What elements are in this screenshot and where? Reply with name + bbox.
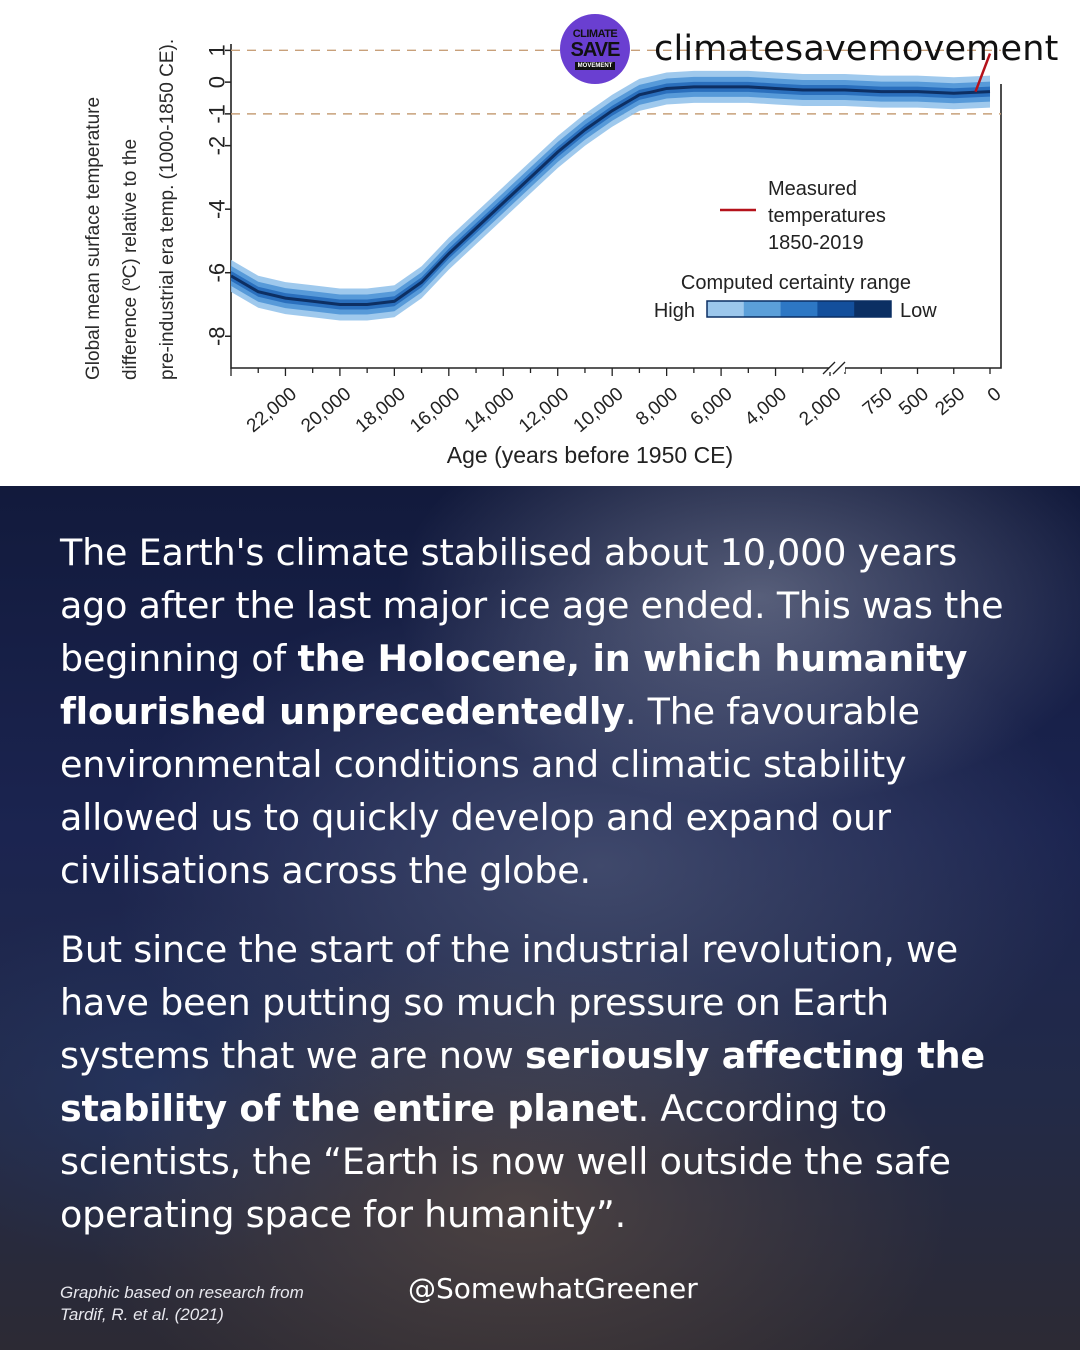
legend-range-title: Computed certainty range <box>681 272 911 294</box>
chart-canvas: 1 0 -1 -2 -4 -6 -8 22,00020,00018,00016,00014,0… <box>205 44 1006 468</box>
legend-range-swatch <box>743 301 782 317</box>
temperature-chart: 1 0 -1 -2 -4 -6 -8 22,000 20,000 18,000 16,000 14,0… <box>0 0 1080 486</box>
x-tick-label: 20,000 <box>297 384 355 437</box>
credit-line: Graphic based on research from <box>60 1283 304 1302</box>
x-axis-title: Age (years before 1950 CE) <box>447 442 733 468</box>
legend-measured-label: temperatures <box>768 205 886 227</box>
source-credit: Graphic based on research from Tardif, R… <box>60 1282 304 1326</box>
x-tick-label: 2,000 <box>796 384 846 431</box>
paragraph-holocene: The Earth's climate stabilised about 10,… <box>60 526 1030 897</box>
y-tick-label: -8 <box>205 326 230 346</box>
y-tick-label: -2 <box>205 136 230 156</box>
measured-temperature-line <box>974 53 992 93</box>
legend-range-low: Low <box>900 300 937 322</box>
brand-logo-text: SAVE <box>570 38 621 61</box>
legend-range-swatch <box>817 301 855 317</box>
reconstruction-line <box>230 85 991 306</box>
paragraph-text: . The favourable environmental condition… <box>60 690 920 892</box>
x-tick-label: 4,000 <box>741 384 791 431</box>
brand-logo-text: MOVEMENT <box>574 61 616 70</box>
legend-measured-label: Measured <box>768 178 857 200</box>
brand-logo-text: CLIMATE <box>572 27 618 40</box>
x-tick-label: 22,000 <box>243 384 301 437</box>
y-tick-label: -1 <box>205 104 230 124</box>
y-axis-title-line: Global mean surface temperature <box>83 96 104 380</box>
paragraph-emphasis: the Holocene, in which humanity flourish… <box>60 637 968 733</box>
credit-line: Tardif, R. et al. (2021) <box>60 1305 224 1324</box>
y-tick-label: 0 <box>205 76 230 88</box>
paragraph-text: But since the start of the industrial re… <box>60 928 958 1077</box>
legend-range-frame <box>706 300 892 318</box>
earth-background-panel: The Earth's climate stabilised about 10,… <box>0 486 1080 1350</box>
x-tick-label: 750 <box>859 384 897 420</box>
axis-break-mark <box>822 361 836 375</box>
y-tick-label: -4 <box>205 199 230 219</box>
x-tick-label: 250 <box>931 384 969 420</box>
legend-range-swatch <box>707 301 745 317</box>
y-axis-title-line: difference (ºC) relative to the <box>120 138 141 380</box>
paragraph-industrial: But since the start of the industrial re… <box>60 923 1030 1241</box>
paragraph-emphasis: seriously affecting the stability of the… <box>60 1034 985 1130</box>
axis-break-gap <box>829 364 845 372</box>
y-axis-title: Global mean surface temperature differen… <box>75 38 186 380</box>
x-tick-label: 6,000 <box>687 384 737 431</box>
x-tick-label: 12,000 <box>515 384 573 437</box>
plot-frame <box>230 44 1002 369</box>
account-name[interactable]: climatesavemovement <box>654 29 1059 69</box>
author-handle[interactable]: @SomewhatGreener <box>408 1272 698 1305</box>
legend-measured-label: 1850-2019 <box>768 232 864 254</box>
axis-break-mark <box>832 361 846 375</box>
x-tick-label: 16,000 <box>406 384 464 437</box>
x-tick-label: 18,000 <box>352 384 410 437</box>
account-header[interactable]: CLIMATE SAVE MOVEMENT climatesavemovemen… <box>560 14 1059 84</box>
paragraph-text: . According to scientists, the “Earth is… <box>60 1087 951 1236</box>
brand-logo[interactable]: CLIMATE SAVE MOVEMENT <box>560 14 630 84</box>
x-tick-label: 0 <box>984 384 1006 407</box>
paragraph-text: The Earth's climate stabilised about 10,… <box>60 531 1004 680</box>
y-tick-label: -6 <box>205 263 230 283</box>
y-tick-label: 1 <box>205 44 230 56</box>
x-tick-label: 14,000 <box>461 384 519 437</box>
y-axis-title-line: pre-industrial era temp. (1000-1850 CE). <box>157 38 178 380</box>
x-tick-label: 500 <box>895 384 933 420</box>
legend-range-high: High <box>654 300 695 322</box>
x-tick-label: 10,000 <box>570 384 628 437</box>
legend-range-swatch <box>854 301 892 317</box>
legend-range-swatch <box>780 301 818 317</box>
certainty-band-middle <box>231 76 990 315</box>
x-tick-label: 8,000 <box>632 384 682 431</box>
